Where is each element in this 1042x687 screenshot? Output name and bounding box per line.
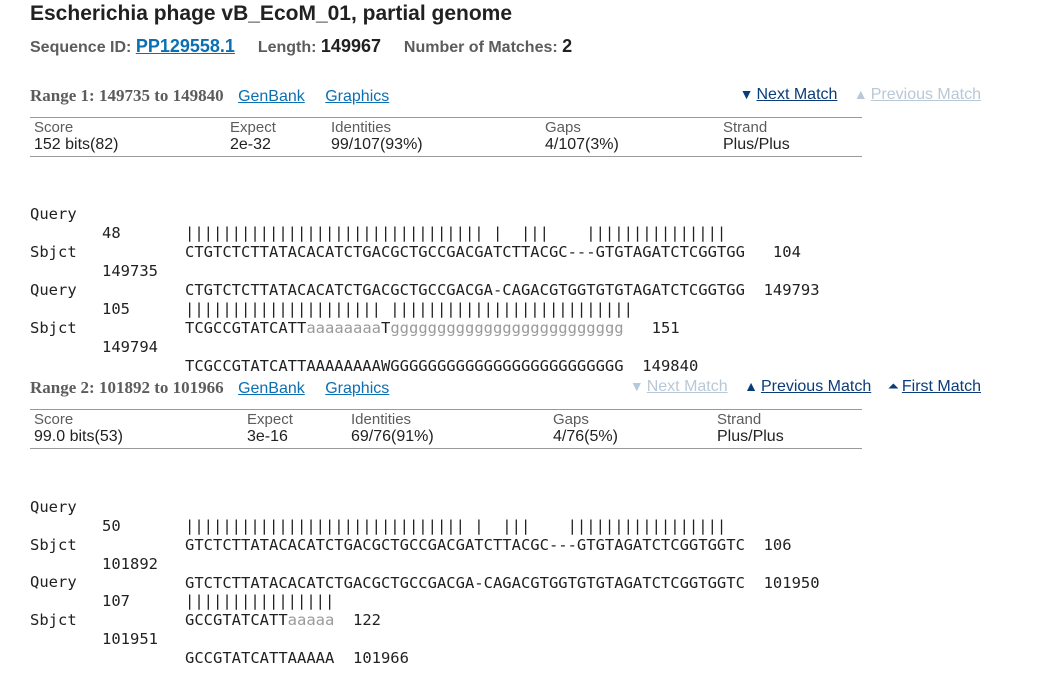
match-line: |||||||||||||||||||||||||||||| | ||| |||… — [185, 517, 727, 535]
query-line: Query 50 GTCTCTTATACACATCTGACGCTGCCGACGA… — [30, 498, 792, 554]
query-line: Query 48 CTGTCTCTTATACACATCTGACGCTGCCGAC… — [30, 205, 801, 261]
expect-header: Expect — [247, 411, 293, 428]
triangle-down-icon: ▼ — [739, 86, 754, 102]
match-line: |||||||||||||||| — [185, 592, 335, 610]
double-triangle-up-icon: ⏶ — [887, 378, 899, 394]
next-match-button[interactable]: ▼ Next Match — [739, 86, 838, 103]
sequence-meta: Sequence ID: PP129558.1 Length: 149967 N… — [30, 36, 572, 57]
score-header: Score — [34, 119, 74, 136]
subject-line: Sbjct 101892 GTCTCTTATACACATCTGACGCTGCCG… — [30, 536, 820, 592]
matches-value: 2 — [562, 36, 573, 56]
length-label: Length: — [257, 39, 317, 56]
expect-value: 2e-32 — [230, 136, 271, 153]
range-header: Range 2: 101892 to 101966 GenBank Graphi… — [30, 378, 389, 398]
previous-match-button[interactable]: ▲ Previous Match — [744, 378, 872, 395]
previous-match-button: ▲ Previous Match — [853, 86, 981, 103]
range-header: Range 1: 149735 to 149840 GenBank Graphi… — [30, 86, 389, 106]
match-line: |||||||||||||||||||||||||||||||| | ||| |… — [185, 224, 727, 242]
expect-header: Expect — [230, 119, 276, 136]
triangle-up-icon: ▲ — [744, 378, 758, 394]
score-header: Score — [34, 411, 74, 428]
expect-value: 3e-16 — [247, 428, 288, 445]
seq-id-label: Sequence ID: — [30, 39, 132, 56]
range-label: Range 2: 101892 to 101966 — [30, 378, 224, 397]
gaps-header: Gaps — [553, 411, 589, 428]
subject-line: Sbjct 149735 CTGTCTCTTATACACATCTGACGCTGC… — [30, 243, 820, 299]
score-value: 99.0 bits(53) — [34, 428, 123, 445]
seq-id-link[interactable]: PP129558.1 — [135, 36, 235, 56]
triangle-up-icon: ▲ — [853, 86, 868, 102]
match-line: ||||||||||||||||||||| ||||||||||||||||||… — [185, 300, 633, 318]
first-match-button[interactable]: ⏶ First Match — [887, 378, 981, 395]
genbank-link[interactable]: GenBank — [238, 88, 305, 105]
subject-line: Sbjct 149794 TCGCCGTATCATTAAAAAAAAWGGGGG… — [30, 319, 699, 375]
subject-line: Sbjct 101951 GCCGTATCATTAAAAA 101966 — [30, 611, 409, 667]
alignment-stats: Score Expect Identities Gaps Strand 152 … — [30, 117, 862, 157]
triangle-down-icon: ▼ — [629, 378, 644, 394]
identities-header: Identities — [351, 411, 412, 428]
match-nav: ▼ Next Match ▲ Previous Match ⏶ First Match — [618, 378, 981, 396]
query-line: Query 107 GCCGTATCATTaaaaa 122 — [30, 573, 381, 629]
page-title: Escherichia phage vB_EcoM_01, partial ge… — [30, 2, 513, 25]
strand-header: Strand — [717, 411, 762, 428]
matches-label: Number of Matches: — [403, 39, 558, 56]
gaps-value: 4/76(5%) — [553, 428, 618, 445]
range-label: Range 1: 149735 to 149840 — [30, 86, 224, 105]
range-2: Range 2: 101892 to 101966 GenBank Graphi… — [30, 378, 990, 667]
strand-value: Plus/Plus — [717, 428, 784, 445]
identities-value: 69/76(91%) — [351, 428, 434, 445]
gaps-header: Gaps — [545, 119, 581, 136]
next-match-button: ▼ Next Match — [629, 378, 728, 395]
strand-header: Strand — [723, 119, 768, 136]
gaps-value: 4/107(3%) — [545, 136, 619, 153]
identities-header: Identities — [331, 119, 392, 136]
alignment-stats: Score Expect Identities Gaps Strand 99.0… — [30, 409, 862, 449]
identities-value: 99/107(93%) — [331, 136, 423, 153]
match-nav: ▼ Next Match ▲ Previous Match — [728, 86, 981, 104]
strand-value: Plus/Plus — [723, 136, 790, 153]
range-1: Range 1: 149735 to 149840 GenBank Graphi… — [30, 86, 990, 466]
genbank-link[interactable]: GenBank — [238, 380, 305, 397]
graphics-link[interactable]: Graphics — [325, 380, 390, 397]
length-value: 149967 — [320, 36, 381, 56]
score-value: 152 bits(82) — [34, 136, 119, 153]
query-line: Query 105 TCGCCGTATCATTaaaaaaaaTgggggggg… — [30, 281, 680, 337]
graphics-link[interactable]: Graphics — [325, 88, 390, 105]
